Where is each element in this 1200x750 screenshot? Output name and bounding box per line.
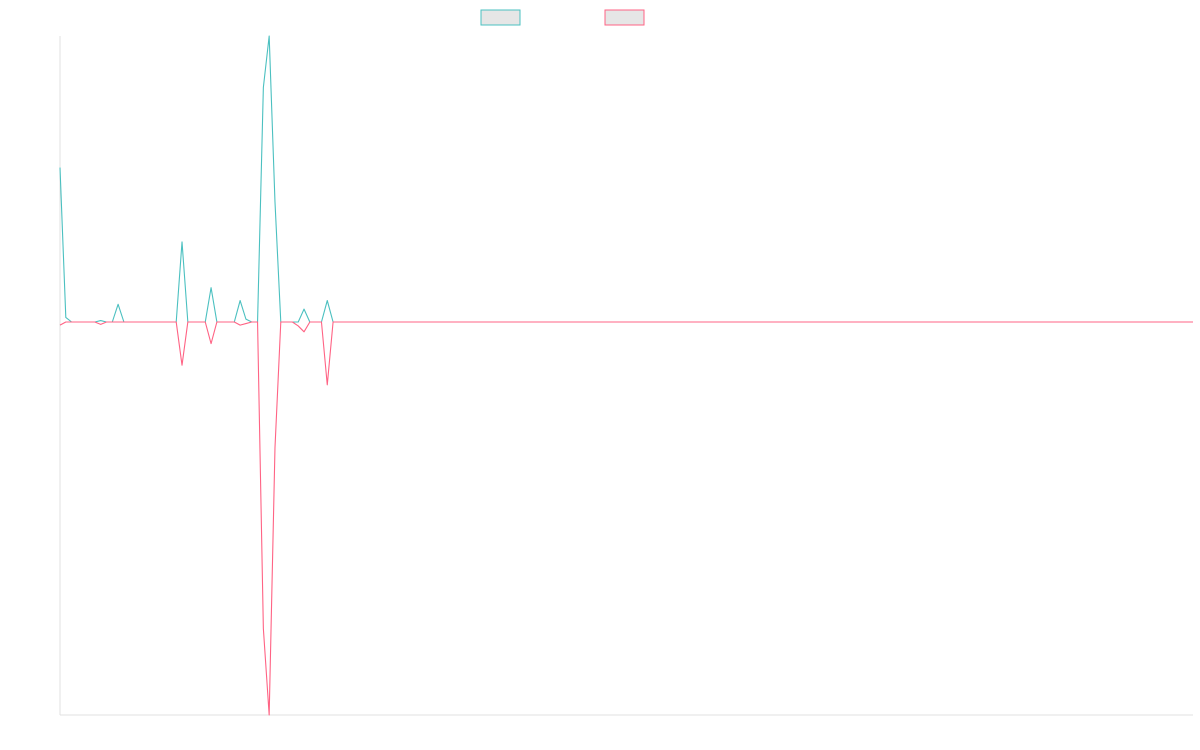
legend-swatch-1[interactable] xyxy=(480,9,521,26)
series-layer xyxy=(59,35,1193,716)
legend-swatch-2[interactable] xyxy=(604,9,645,26)
series-2-points xyxy=(60,322,1193,715)
series-1-points xyxy=(60,36,1193,322)
legend xyxy=(480,9,645,26)
series-line-1 xyxy=(59,35,1193,323)
axes xyxy=(59,36,1193,716)
series-line-2 xyxy=(59,321,1193,716)
